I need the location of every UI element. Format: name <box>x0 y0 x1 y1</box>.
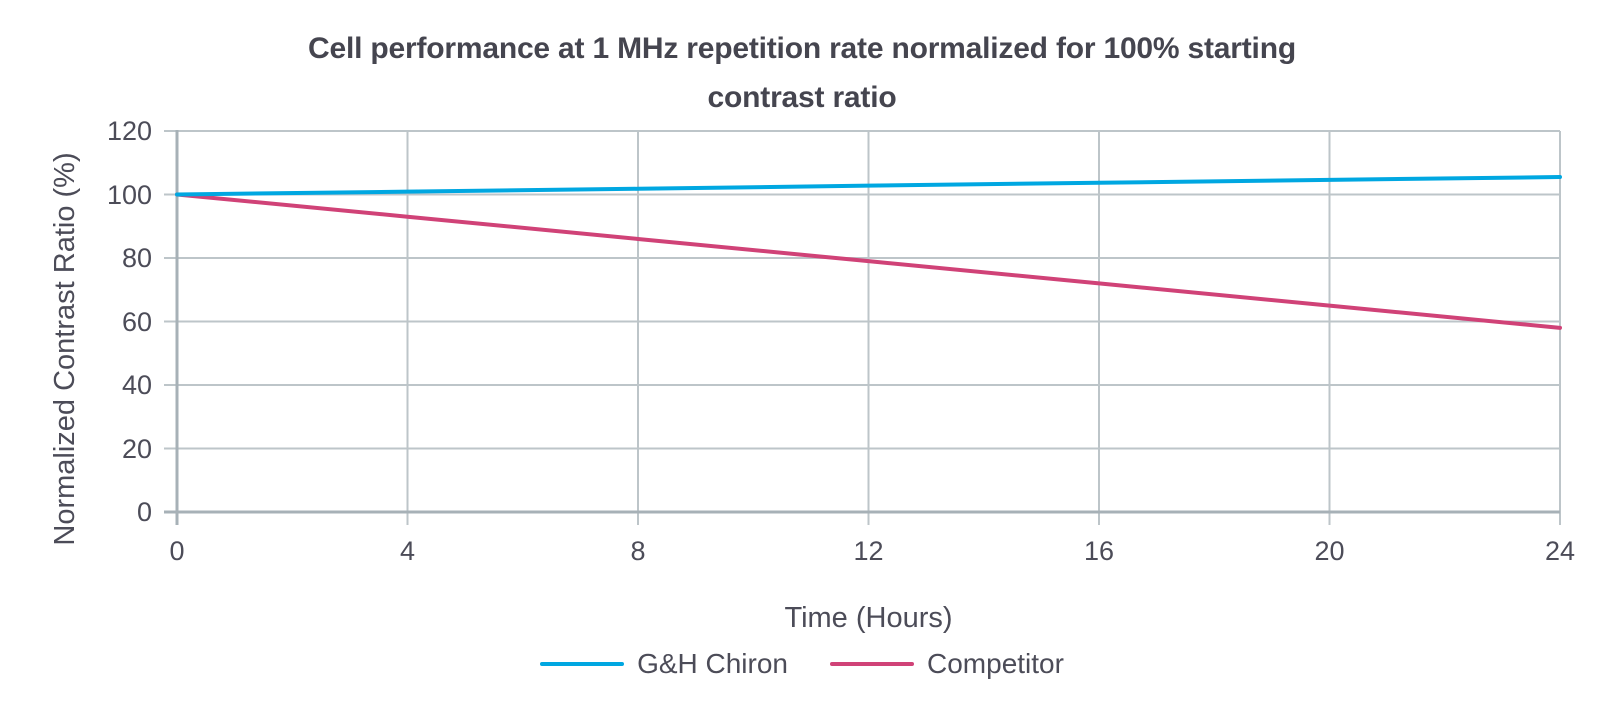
x-axis-title: Time (Hours) <box>784 602 953 634</box>
x-tick-label: 8 <box>630 536 646 566</box>
chart-title-line-2: contrast ratio <box>707 81 897 114</box>
series-line-0 <box>175 175 1562 197</box>
y-tick-label: 120 <box>106 116 152 146</box>
legend-item-g-h-chiron: G&H Chiron <box>540 648 788 680</box>
series-line-1 <box>175 192 1562 330</box>
y-tick-label: 100 <box>106 179 152 210</box>
legend-line-swatch <box>830 662 914 666</box>
y-tick-label: 40 <box>121 370 152 400</box>
legend: G&H Chiron Competitor <box>0 648 1604 680</box>
chart-title: Cell performance at 1 MHz repetition rat… <box>0 24 1604 122</box>
legend-line-swatch <box>540 662 625 666</box>
x-tick-label: 4 <box>399 536 416 566</box>
x-tick-label: 0 <box>169 536 185 566</box>
legend-item-competitor: Competitor <box>830 648 1064 680</box>
y-tick-label: 0 <box>136 497 152 527</box>
x-tick-label: 20 <box>1314 536 1345 566</box>
y-axis-title: Normalized Contrast Ratio (%) <box>49 152 81 546</box>
legend-label: G&H Chiron <box>637 648 788 679</box>
x-tick-label: 16 <box>1083 536 1115 566</box>
y-tick-label: 20 <box>121 433 152 464</box>
x-tick-label: 12 <box>853 536 884 566</box>
chart-title-line-1: Cell performance at 1 MHz repetition rat… <box>308 32 1296 65</box>
y-tick-label: 60 <box>121 306 152 337</box>
legend-label: Competitor <box>927 648 1064 679</box>
y-tick-label: 80 <box>121 243 152 273</box>
x-tick-label: 24 <box>1544 536 1576 566</box>
